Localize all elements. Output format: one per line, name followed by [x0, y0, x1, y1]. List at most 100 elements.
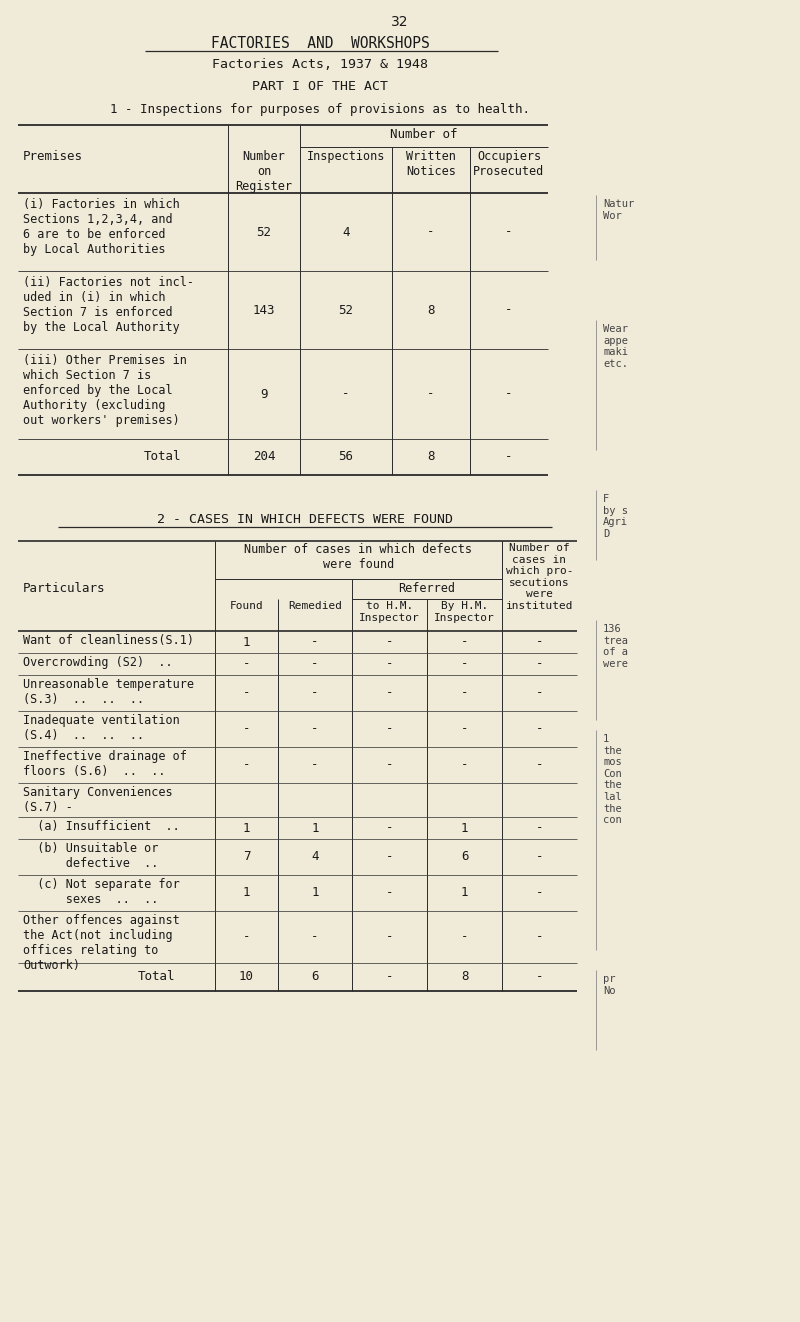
Text: 204: 204 — [253, 451, 275, 464]
Text: Overcrowding (S2)  ..: Overcrowding (S2) .. — [23, 656, 173, 669]
Text: (b) Unsuitable or
      defective  ..: (b) Unsuitable or defective .. — [23, 842, 158, 870]
Text: -: - — [311, 636, 318, 649]
Text: -: - — [461, 657, 468, 670]
Text: -: - — [242, 686, 250, 699]
Text: -: - — [342, 387, 350, 401]
Text: Total: Total — [144, 451, 182, 464]
Text: Premises: Premises — [23, 149, 83, 163]
Text: -: - — [461, 723, 468, 735]
Text: 136
trea
of a
were: 136 trea of a were — [603, 624, 628, 669]
Text: 7: 7 — [242, 850, 250, 863]
Text: Number
on
Register: Number on Register — [235, 149, 293, 193]
Text: (ii) Factories not incl-
uded in (i) in which
Section 7 is enforced
by the Local: (ii) Factories not incl- uded in (i) in … — [23, 276, 194, 334]
Text: By H.M.
Inspector: By H.M. Inspector — [434, 602, 495, 623]
Text: -: - — [386, 686, 394, 699]
Text: Sanitary Conveniences
(S.7) -: Sanitary Conveniences (S.7) - — [23, 787, 173, 814]
Text: (iii) Other Premises in
which Section 7 is
enforced by the Local
Authority (excl: (iii) Other Premises in which Section 7 … — [23, 354, 187, 427]
Text: 1 - Inspections for purposes of provisions as to health.: 1 - Inspections for purposes of provisio… — [110, 103, 530, 116]
Text: -: - — [386, 970, 394, 984]
Text: 32: 32 — [391, 15, 409, 29]
Text: to H.M.
Inspector: to H.M. Inspector — [359, 602, 420, 623]
Text: 1: 1 — [461, 821, 468, 834]
Text: 52: 52 — [257, 226, 271, 238]
Text: 8: 8 — [427, 451, 434, 464]
Text: -: - — [536, 970, 543, 984]
Text: 1: 1 — [311, 821, 318, 834]
Text: Ineffective drainage of
floors (S.6)  ..  ..: Ineffective drainage of floors (S.6) .. … — [23, 750, 187, 779]
Text: -: - — [311, 759, 318, 772]
Text: -: - — [461, 636, 468, 649]
Text: 1
the
mos
Con
the
lal
the
con: 1 the mos Con the lal the con — [603, 734, 622, 825]
Text: 10: 10 — [239, 970, 254, 984]
Text: -: - — [536, 821, 543, 834]
Text: 1: 1 — [242, 887, 250, 899]
Text: Particulars: Particulars — [23, 582, 106, 595]
Text: -: - — [536, 636, 543, 649]
Text: 6: 6 — [461, 850, 468, 863]
Text: Unreasonable temperature
(S.3)  ..  ..  ..: Unreasonable temperature (S.3) .. .. .. — [23, 678, 194, 706]
Text: -: - — [536, 686, 543, 699]
Text: -: - — [386, 636, 394, 649]
Text: (a) Insufficient  ..: (a) Insufficient .. — [23, 820, 180, 833]
Text: 143: 143 — [253, 304, 275, 316]
Text: -: - — [427, 226, 434, 238]
Text: -: - — [506, 451, 513, 464]
Text: Number of cases in which defects
were found: Number of cases in which defects were fo… — [245, 543, 473, 571]
Text: -: - — [506, 304, 513, 316]
Text: -: - — [536, 931, 543, 944]
Text: 8: 8 — [461, 970, 468, 984]
Text: Total: Total — [138, 970, 175, 984]
Text: 1: 1 — [311, 887, 318, 899]
Text: -: - — [242, 759, 250, 772]
Text: -: - — [311, 686, 318, 699]
Text: -: - — [536, 887, 543, 899]
Text: Occupiers
Prosecuted: Occupiers Prosecuted — [474, 149, 545, 178]
Text: 1: 1 — [461, 887, 468, 899]
Text: -: - — [386, 821, 394, 834]
Text: -: - — [427, 387, 434, 401]
Text: FACTORIES  AND  WORKSHOPS: FACTORIES AND WORKSHOPS — [210, 36, 430, 52]
Text: -: - — [242, 723, 250, 735]
Text: -: - — [506, 226, 513, 238]
Text: -: - — [461, 759, 468, 772]
Text: -: - — [311, 657, 318, 670]
Text: 8: 8 — [427, 304, 434, 316]
Text: Found: Found — [230, 602, 263, 611]
Text: -: - — [386, 850, 394, 863]
Text: -: - — [311, 723, 318, 735]
Text: Inspections: Inspections — [307, 149, 385, 163]
Text: pr
No: pr No — [603, 974, 615, 995]
Text: -: - — [506, 387, 513, 401]
Text: (i) Factories in which
Sections 1,2,3,4, and
6 are to be enforced
by Local Autho: (i) Factories in which Sections 1,2,3,4,… — [23, 198, 180, 256]
Text: 6: 6 — [311, 970, 318, 984]
Text: Factories Acts, 1937 & 1948: Factories Acts, 1937 & 1948 — [212, 58, 428, 71]
Text: -: - — [311, 931, 318, 944]
Text: -: - — [536, 723, 543, 735]
Text: -: - — [536, 850, 543, 863]
Text: Number of
cases in
which pro-
secutions
were
instituted: Number of cases in which pro- secutions … — [506, 543, 574, 611]
Text: -: - — [386, 657, 394, 670]
Text: Natur
Wor: Natur Wor — [603, 200, 634, 221]
Text: 1: 1 — [242, 636, 250, 649]
Text: -: - — [242, 931, 250, 944]
Text: -: - — [386, 931, 394, 944]
Text: Want of cleanliness(S.1): Want of cleanliness(S.1) — [23, 635, 194, 646]
Text: 56: 56 — [338, 451, 354, 464]
Text: Referred: Referred — [398, 582, 455, 595]
Text: (c) Not separate for
      sexes  ..  ..: (c) Not separate for sexes .. .. — [23, 878, 180, 906]
Text: Wear
appe
maki
etc.: Wear appe maki etc. — [603, 324, 628, 369]
Text: 9: 9 — [260, 387, 268, 401]
Text: -: - — [386, 759, 394, 772]
Text: Written
Notices: Written Notices — [406, 149, 456, 178]
Text: F
by s
Agri
D: F by s Agri D — [603, 494, 628, 539]
Text: 4: 4 — [342, 226, 350, 238]
Text: -: - — [536, 657, 543, 670]
Text: -: - — [461, 931, 468, 944]
Text: 4: 4 — [311, 850, 318, 863]
Text: -: - — [536, 759, 543, 772]
Text: -: - — [242, 657, 250, 670]
Text: 1: 1 — [242, 821, 250, 834]
Text: Number of: Number of — [390, 128, 458, 141]
Text: Inadequate ventilation
(S.4)  ..  ..  ..: Inadequate ventilation (S.4) .. .. .. — [23, 714, 180, 742]
Text: -: - — [461, 686, 468, 699]
